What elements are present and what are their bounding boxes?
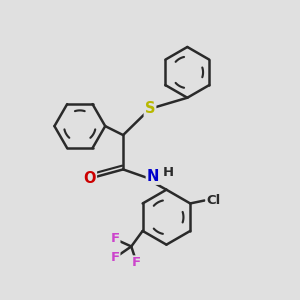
Text: F: F [132,256,141,269]
Text: Cl: Cl [206,194,220,207]
Text: N: N [147,169,159,184]
Text: O: O [83,171,96,186]
Text: F: F [110,251,119,264]
Text: F: F [110,232,119,245]
Text: H: H [162,166,173,179]
Text: S: S [145,101,155,116]
